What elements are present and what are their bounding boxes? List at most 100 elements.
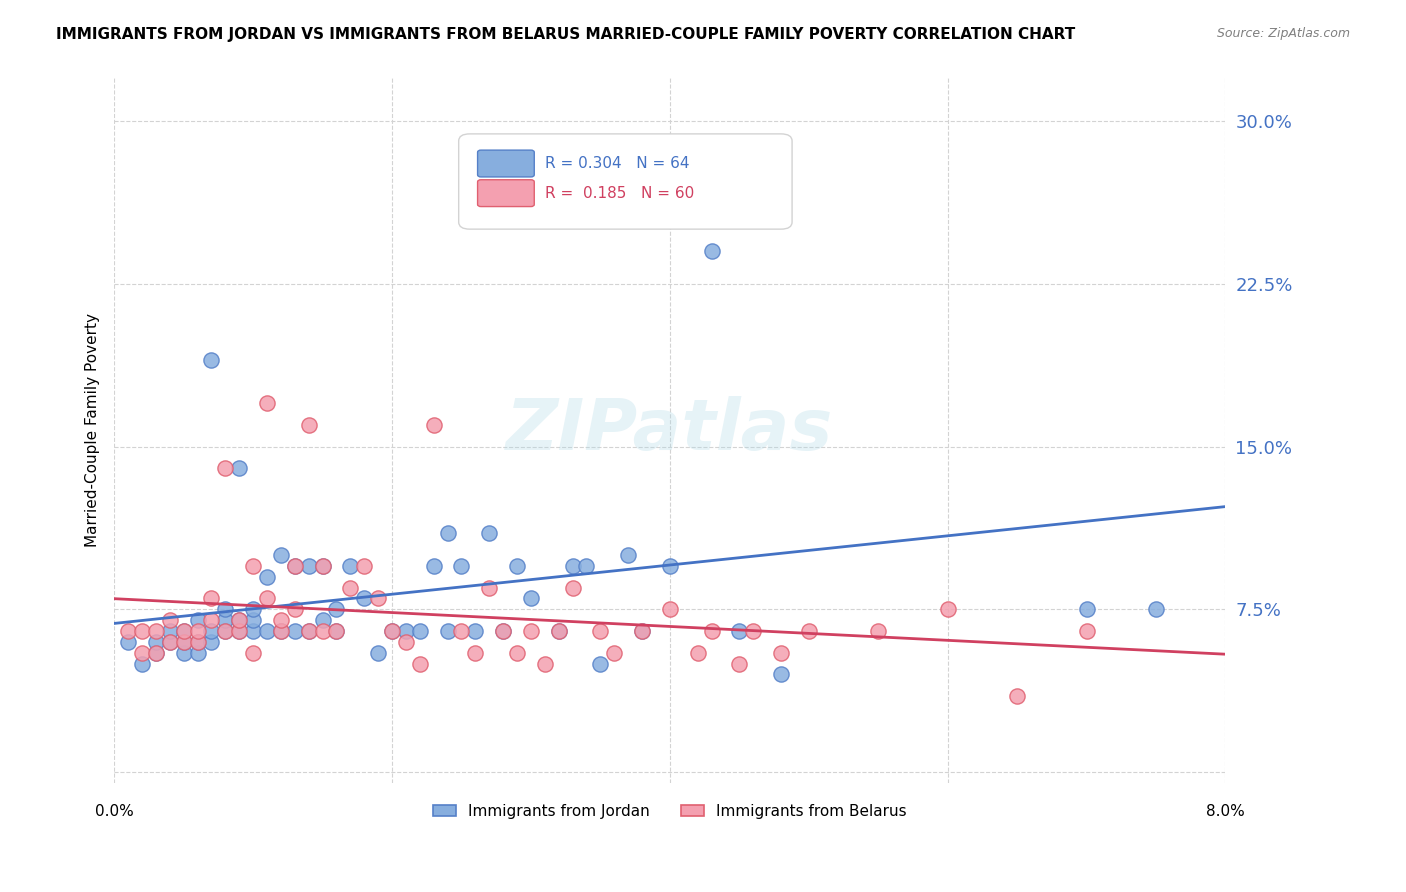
Point (464, 646, 486, 660)
Point (311, 558, 333, 573)
Point (769, 667, 792, 681)
Point (298, 624, 321, 638)
Point (478, 581, 501, 595)
Point (145, 646, 167, 660)
Point (173, 624, 195, 638)
Point (395, 624, 418, 638)
Point (186, 635, 208, 649)
Point (520, 624, 543, 638)
Point (589, 657, 612, 671)
Point (367, 646, 389, 660)
Legend: Immigrants from Jordan, Immigrants from Belarus: Immigrants from Jordan, Immigrants from … (427, 797, 912, 825)
Point (256, 396, 278, 410)
Point (561, 558, 583, 573)
Point (492, 624, 515, 638)
Point (270, 548, 292, 562)
Point (367, 591, 389, 606)
Point (353, 558, 375, 573)
Point (228, 624, 250, 638)
Point (450, 558, 472, 573)
Text: 0.0%: 0.0% (94, 805, 134, 819)
Point (631, 624, 654, 638)
Point (728, 657, 751, 671)
Point (450, 624, 472, 638)
Point (284, 624, 307, 638)
Point (617, 548, 640, 562)
Point (186, 624, 208, 638)
Point (228, 613, 250, 627)
Point (339, 581, 361, 595)
Point (145, 635, 167, 649)
Point (298, 558, 321, 573)
Point (228, 461, 250, 475)
Point (700, 244, 723, 259)
Point (868, 624, 890, 638)
Point (159, 613, 181, 627)
Point (436, 624, 458, 638)
Point (728, 624, 751, 638)
Point (742, 624, 765, 638)
Point (200, 591, 222, 606)
Point (270, 624, 292, 638)
Point (270, 624, 292, 638)
Text: R =  0.185   N = 60: R = 0.185 N = 60 (546, 186, 695, 201)
Point (284, 558, 307, 573)
Point (159, 635, 181, 649)
FancyBboxPatch shape (478, 150, 534, 177)
Point (256, 570, 278, 584)
Point (478, 526, 501, 541)
Point (631, 624, 654, 638)
Point (311, 624, 333, 638)
Point (547, 624, 569, 638)
Point (214, 461, 236, 475)
Point (700, 624, 723, 638)
Point (769, 646, 792, 660)
Point (325, 624, 347, 638)
Text: Source: ZipAtlas.com: Source: ZipAtlas.com (1216, 27, 1350, 40)
Point (214, 613, 236, 627)
Point (506, 646, 529, 660)
Point (589, 624, 612, 638)
Point (200, 352, 222, 367)
Point (1076, 602, 1098, 616)
Text: 8.0%: 8.0% (1206, 805, 1244, 819)
Point (117, 624, 139, 638)
Point (492, 624, 515, 638)
Point (547, 624, 569, 638)
Point (173, 635, 195, 649)
Point (242, 602, 264, 616)
Point (464, 624, 486, 638)
Point (173, 646, 195, 660)
Point (422, 417, 444, 432)
FancyBboxPatch shape (458, 134, 792, 229)
FancyBboxPatch shape (478, 180, 534, 207)
Point (533, 657, 555, 671)
Point (284, 602, 307, 616)
Point (353, 591, 375, 606)
Point (228, 613, 250, 627)
Point (242, 624, 264, 638)
Point (658, 602, 681, 616)
Point (797, 624, 820, 638)
Point (186, 613, 208, 627)
Point (256, 591, 278, 606)
Point (409, 657, 432, 671)
Point (186, 646, 208, 660)
Point (131, 646, 153, 660)
Point (714, 157, 737, 171)
Point (1005, 689, 1028, 703)
Point (214, 624, 236, 638)
Point (325, 624, 347, 638)
Point (603, 646, 626, 660)
Text: IMMIGRANTS FROM JORDAN VS IMMIGRANTS FROM BELARUS MARRIED-COUPLE FAMILY POVERTY : IMMIGRANTS FROM JORDAN VS IMMIGRANTS FRO… (56, 27, 1076, 42)
Point (311, 613, 333, 627)
Point (409, 624, 432, 638)
Point (214, 602, 236, 616)
Point (200, 635, 222, 649)
Point (145, 646, 167, 660)
Point (339, 558, 361, 573)
Point (1076, 624, 1098, 638)
Text: ZIPatlas: ZIPatlas (506, 396, 834, 465)
Point (256, 624, 278, 638)
Point (381, 624, 404, 638)
